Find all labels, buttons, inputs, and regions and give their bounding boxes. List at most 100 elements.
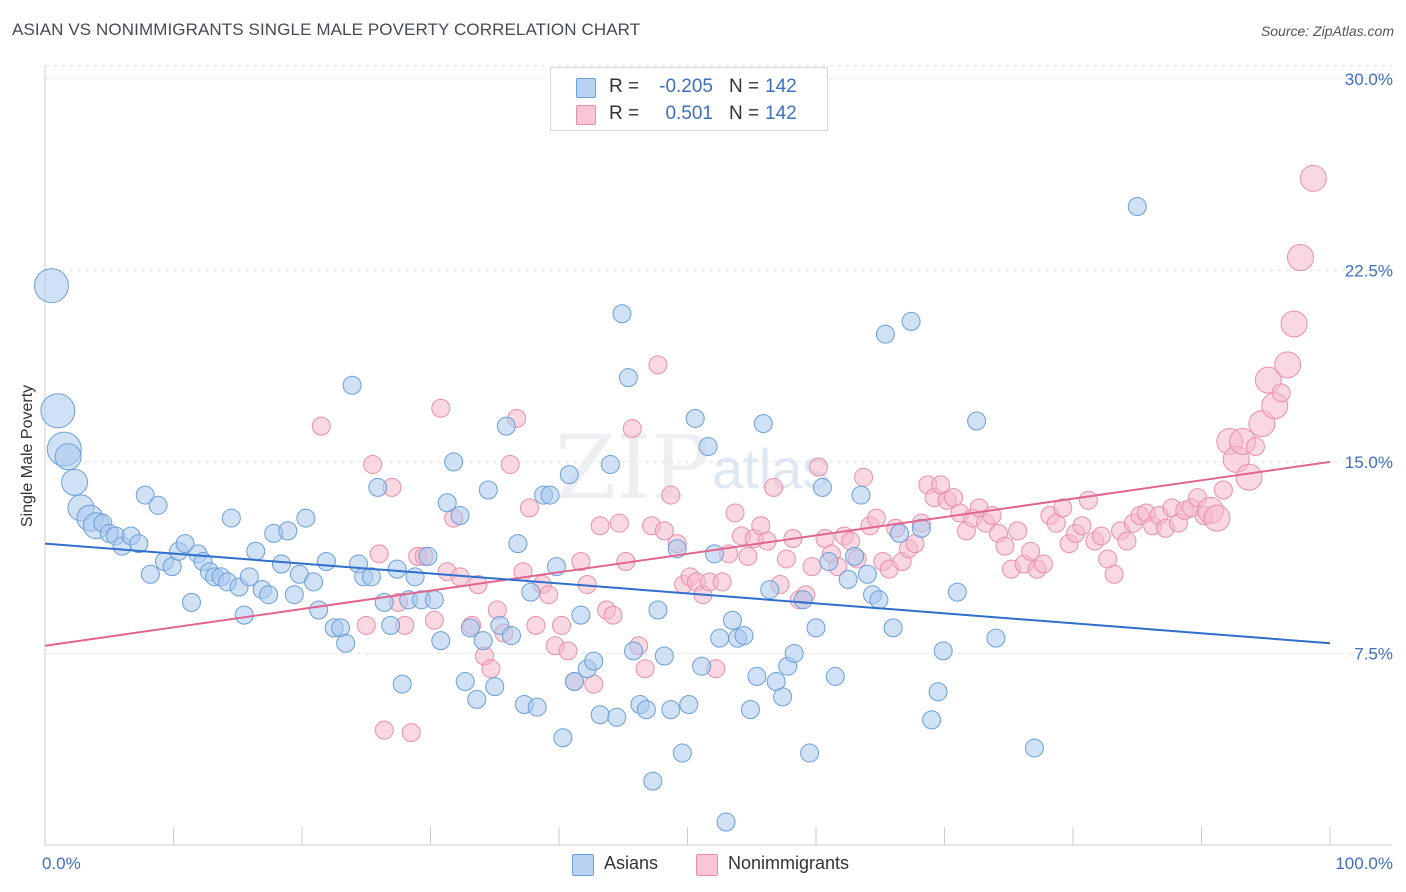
nonimmigrants-point: [802, 557, 822, 577]
asians-point: [869, 590, 889, 610]
asians-point: [553, 728, 573, 748]
nonimmigrants-point: [1091, 526, 1111, 546]
nonimmigrants-point: [1203, 504, 1231, 532]
asians-point: [444, 452, 464, 472]
nonimmigrants-point: [603, 605, 623, 625]
asians-point: [612, 304, 632, 324]
legend-n-value: 142: [765, 103, 797, 124]
asians-point: [819, 551, 839, 571]
asians-point: [590, 705, 610, 725]
asians-point: [437, 493, 457, 513]
nonimmigrants-point: [539, 585, 559, 605]
asians-point: [618, 368, 638, 388]
nonimmigrants-point: [1274, 351, 1302, 379]
bottom-legend-swatch-nonimmigrants: [696, 854, 718, 876]
asians-point: [933, 641, 953, 661]
asians-point: [845, 546, 865, 566]
asians-point: [636, 700, 656, 720]
asians-point: [467, 689, 487, 709]
asians-point: [784, 643, 804, 663]
nonimmigrants-point: [363, 454, 383, 474]
asians-point: [692, 656, 712, 676]
legend-n-label: N =: [729, 103, 760, 124]
asians-point: [875, 324, 895, 344]
asians-point: [239, 567, 259, 587]
asians-point: [747, 666, 767, 686]
bottom-legend-label-nonimmigrants: Nonimmigrants: [728, 853, 850, 873]
nonimmigrants-point: [311, 416, 331, 436]
asians-point: [643, 771, 663, 791]
asians-point: [33, 268, 69, 304]
asians-point: [296, 508, 316, 528]
legend-n-value: 142: [765, 76, 797, 97]
asians-point: [967, 411, 987, 431]
nonimmigrants-point: [1072, 516, 1092, 536]
asians-point: [278, 521, 298, 541]
nonimmigrants-point: [374, 720, 394, 740]
nonimmigrants-point: [648, 355, 668, 375]
asians-point: [424, 590, 444, 610]
asians-point: [460, 618, 480, 638]
nonimmigrants-point: [725, 503, 745, 523]
nonimmigrants-point: [500, 454, 520, 474]
asians-point: [851, 485, 871, 505]
asians-point: [1127, 196, 1147, 216]
asians-point: [584, 651, 604, 671]
nonimmigrants-point: [526, 615, 546, 635]
asians-point: [806, 618, 826, 638]
asians-point: [361, 567, 381, 587]
asians-point: [221, 508, 241, 528]
asians-point: [838, 569, 858, 589]
asians-point: [760, 580, 780, 600]
asians-point: [381, 615, 401, 635]
asians-point: [129, 534, 149, 554]
nonimmigrants-point: [1104, 564, 1124, 584]
nonimmigrants-point: [609, 513, 629, 533]
nonimmigrants-point: [1213, 480, 1233, 500]
asians-point: [418, 546, 438, 566]
asians-point: [271, 554, 291, 574]
asians-point: [175, 534, 195, 554]
nonimmigrants-point: [1078, 490, 1098, 510]
bottom-legend-swatch-asians: [572, 854, 594, 876]
asians-point: [284, 585, 304, 605]
y-axis-label: Single Male Poverty: [19, 384, 36, 528]
nonimmigrants-point: [356, 615, 376, 635]
asians-point: [922, 710, 942, 730]
nonimmigrants-point: [1280, 310, 1308, 338]
nonimmigrants-point: [590, 516, 610, 536]
asians-point: [928, 682, 948, 702]
asians-point: [654, 646, 674, 666]
asians-point: [986, 628, 1006, 648]
nonimmigrants-point: [1053, 498, 1073, 518]
legend-row-nonimmigrants: R = 0.501 N = 142: [551, 101, 827, 127]
trend-lines: [44, 460, 1331, 647]
asians-point: [54, 443, 82, 471]
legend-r-label: R =: [609, 103, 640, 124]
ticks: [173, 827, 1331, 845]
y-tick-label: 30.0%: [1345, 70, 1393, 89]
chart-source: Source: ZipAtlas.com: [1260, 23, 1394, 39]
asians-point: [309, 600, 329, 620]
legend-row-asians: R = -0.205 N = 142: [551, 74, 827, 100]
asians-point: [624, 641, 644, 661]
asians-point: [571, 605, 591, 625]
asians-point: [431, 631, 451, 651]
nonimmigrants-point: [635, 659, 655, 679]
asians-point: [387, 559, 407, 579]
asians-point: [478, 480, 498, 500]
bottom-legend-label-asians: Asians: [604, 853, 659, 873]
asians-point: [485, 677, 505, 697]
nonimmigrants-point: [558, 641, 578, 661]
asians-point: [521, 582, 541, 602]
nonimmigrants-point: [854, 467, 874, 487]
legend-r-value: 0.501: [665, 103, 713, 124]
asians-point: [527, 697, 547, 717]
asians-point: [825, 666, 845, 686]
nonimmigrants-point: [481, 659, 501, 679]
asians-point: [181, 592, 201, 612]
asians-point: [336, 633, 356, 653]
asians-point: [947, 582, 967, 602]
nonimmigrants-point: [1021, 541, 1041, 561]
nonimmigrants-point: [424, 610, 444, 630]
